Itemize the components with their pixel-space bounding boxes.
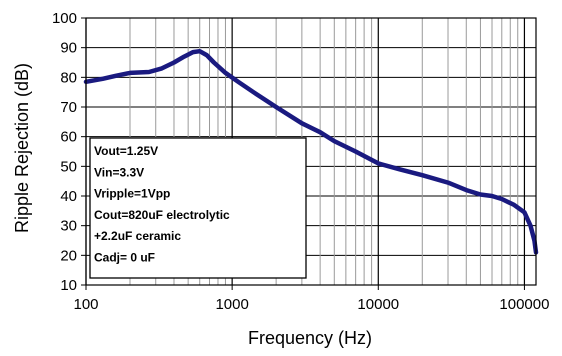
y-tick-label: 60 <box>60 129 77 146</box>
series-line <box>83 48 539 255</box>
x-tick-label: 10000 <box>357 296 399 313</box>
y-tick-label: 80 <box>60 69 77 86</box>
annotation-line: Vout=1.25V <box>94 144 158 158</box>
x-axis-title: Frequency (Hz) <box>248 328 372 348</box>
y-tick-label: 50 <box>60 158 77 175</box>
y-tick-label: 20 <box>60 247 77 264</box>
y-tick-label: 90 <box>60 40 77 57</box>
y-tick-label: 100 <box>52 10 77 27</box>
data-series <box>83 48 539 255</box>
annotation-line: Cadj= 0 uF <box>94 251 155 265</box>
y-axis-ticks: 10 20 30 40 50 60 70 80 90 100 <box>52 10 86 294</box>
y-tick-label: 10 <box>60 277 77 294</box>
y-tick-label: 30 <box>60 218 77 235</box>
annotation-line: Cout=820uF electrolytic <box>94 208 230 222</box>
x-tick-label: 1000 <box>215 296 248 313</box>
y-tick-label: 40 <box>60 188 77 205</box>
annotation-line: Vin=3.3V <box>94 165 144 179</box>
annotation-line: +2.2uF ceramic <box>94 229 181 243</box>
annotation-frame <box>89 137 307 279</box>
plot-frame <box>85 17 537 286</box>
x-tick-label: 100 <box>73 296 98 313</box>
annotation-line: Vripple=1Vpp <box>94 187 170 201</box>
x-tick-label: 100000 <box>499 296 549 313</box>
x-axis-ticks: 100 1000 10000 100000 <box>73 285 549 313</box>
y-tick-label: 70 <box>60 99 77 116</box>
annotation-box: Vout=1.25V Vin=3.3V Vripple=1Vpp Cout=820uF… <box>89 137 307 279</box>
y-axis-title: Ripple Rejection (dB) <box>12 63 32 233</box>
